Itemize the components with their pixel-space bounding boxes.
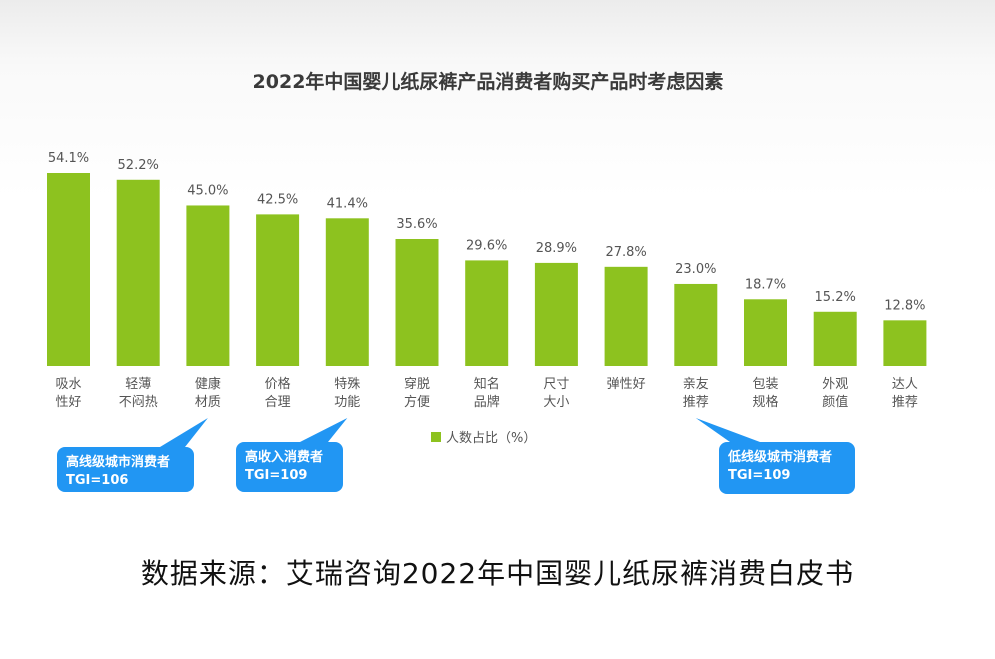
category-label-9-line-1: 弹性好	[607, 377, 646, 392]
value-label-8: 28.9%	[536, 241, 577, 256]
bar-12	[813, 311, 857, 366]
value-label-10: 23.0%	[675, 262, 716, 277]
category-label-13-line-2: 推荐	[892, 395, 918, 410]
bar-8	[534, 262, 578, 366]
bar-4	[256, 214, 300, 366]
callout-1-line-2: TGI=106	[66, 473, 128, 488]
bar-7	[465, 260, 509, 366]
category-label-7-line-2: 品牌	[474, 394, 500, 410]
bar-5	[325, 218, 369, 366]
bar-11	[744, 299, 787, 366]
value-label-7: 29.6%	[466, 238, 507, 253]
bar-13	[883, 320, 927, 366]
callout-2: 高收入消费者 TGI=109	[236, 418, 348, 492]
value-label-6: 35.6%	[396, 217, 437, 232]
callout-1: 高线级城市消费者 TGI=106	[57, 418, 208, 492]
value-label-4: 42.5%	[257, 192, 298, 207]
category-label-1-line-2: 性好	[55, 395, 81, 410]
bar-6	[395, 238, 439, 366]
category-label-6-line-1: 穿脱	[404, 376, 430, 392]
callout-2-line-2: TGI=109	[245, 468, 307, 483]
callout-pointer-1	[160, 418, 208, 447]
category-label-11-line-2: 规格	[752, 394, 778, 410]
category-label-10-line-1: 亲友	[683, 376, 709, 392]
callout-3: 低线级城市消费者 TGI=109	[695, 418, 855, 494]
category-label-3-line-1: 健康	[195, 376, 221, 392]
callout-1-line-1: 高线级城市消费者	[66, 454, 170, 470]
legend-label: 人数占比（%）	[446, 431, 536, 446]
legend: 人数占比（%）	[431, 431, 536, 446]
category-label-4-line-2: 合理	[265, 395, 291, 410]
value-label-3: 45.0%	[187, 183, 228, 198]
value-label-13: 12.8%	[884, 298, 925, 313]
category-label-8-line-1: 尺寸	[543, 377, 569, 392]
callout-3-line-1: 低线级城市消费者	[727, 449, 832, 465]
category-label-12-line-2: 颜值	[822, 394, 848, 410]
callout-box-1	[57, 447, 194, 492]
callout-3-line-2: TGI=109	[728, 468, 790, 483]
category-label-11-line-1: 包装	[752, 377, 778, 392]
callout-pointer-2	[300, 418, 348, 442]
category-label-2-line-1: 轻薄	[125, 377, 151, 392]
callout-box-3	[719, 442, 855, 494]
callout-2-line-1: 高收入消费者	[245, 449, 323, 465]
category-label-5-line-1: 特殊	[334, 377, 360, 392]
category-label-1-line-1: 吸水	[55, 377, 81, 392]
callout-pointer-3	[695, 418, 760, 442]
value-label-9: 27.8%	[605, 245, 646, 260]
category-label-4-line-1: 价格	[265, 376, 291, 392]
data-source: 数据来源：艾瑞咨询2022年中国婴儿纸尿裤消费白皮书	[140, 557, 855, 590]
value-label-1: 54.1%	[48, 151, 89, 166]
category-label-13-line-1: 达人	[892, 377, 918, 392]
category-label-12-line-1: 外观	[822, 377, 848, 392]
chart-title: 2022年中国婴儿纸尿裤产品消费者购买产品时考虑因素	[253, 70, 724, 93]
category-label-5-line-2: 功能	[334, 395, 360, 410]
category-label-7-line-1: 知名	[474, 376, 500, 392]
category-label-2-line-2: 不闷热	[119, 395, 158, 410]
category-label-10-line-2: 推荐	[683, 395, 709, 410]
category-label-6-line-2: 方便	[404, 394, 430, 410]
bar-9	[604, 266, 648, 366]
legend-swatch	[431, 432, 441, 442]
bar-3	[186, 205, 230, 366]
bar-10	[674, 283, 718, 366]
category-label-3-line-2: 材质	[195, 395, 221, 410]
category-label-8-line-2: 大小	[543, 395, 569, 410]
value-label-12: 15.2%	[815, 290, 856, 305]
callout-box-2	[236, 442, 343, 492]
value-label-11: 18.7%	[745, 277, 786, 292]
value-label-5: 41.4%	[327, 196, 368, 211]
value-label-2: 52.2%	[118, 158, 159, 173]
bar-1	[47, 173, 90, 366]
bar-2	[116, 179, 160, 366]
